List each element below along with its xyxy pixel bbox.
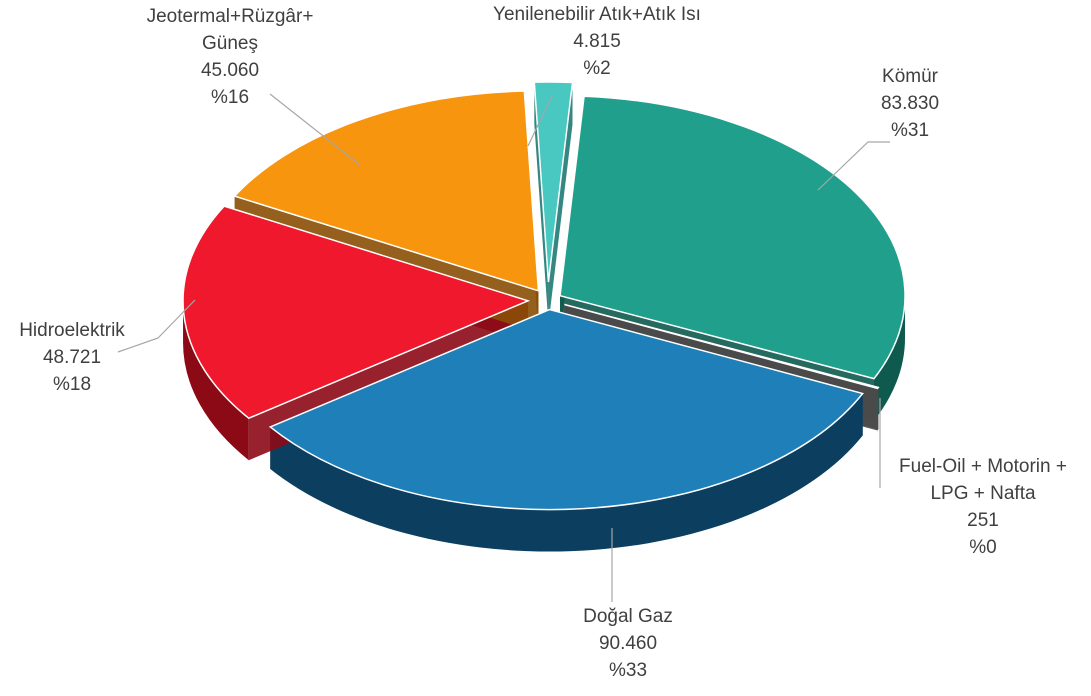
slice-yenilenebilir [533, 81, 574, 283]
slice-jeotermal [233, 90, 540, 292]
slice-fuel-oil [564, 303, 880, 390]
slice-jeotermal-percent-label: %16 [211, 87, 249, 108]
slice-komur [559, 95, 906, 380]
leader-lines-group [117, 93, 890, 602]
slice-dogal-gaz [268, 308, 864, 511]
slice-dogal-gaz-side-wall [270, 393, 863, 552]
slice-hidroelektrik-percent-label: %18 [53, 374, 91, 395]
slice-fuel-oil-name-label: Fuel-Oil + Motorin + [899, 456, 1067, 477]
pie-slices-group [182, 81, 906, 552]
slice-hidroelektrik-value-label: 48.721 [43, 347, 101, 368]
slice-yenilenebilir-leader-line [527, 95, 553, 147]
slice-dogal-gaz-value-label: 90.460 [599, 633, 657, 654]
slice-komur-name-label: Kömür [882, 66, 939, 87]
slice-fuel-oil-percent-label: %0 [969, 537, 996, 558]
slice-yenilenebilir-name-label: Yenilenebilir Atık+Atık Isı [493, 4, 701, 25]
slice-dogal-gaz-name-label: Doğal Gaz [583, 606, 673, 627]
slice-fuel-oil-name-label: LPG + Nafta [930, 483, 1036, 504]
slice-jeotermal-leader-line [269, 93, 361, 166]
slice-hidroelektrik-side-wall [183, 300, 249, 461]
slice-fuel-oil-value-label: 251 [967, 510, 999, 531]
slice-labels-group: Kömür 83.830 %31 Fuel-Oil + Motorin + LPG + … [19, 4, 1067, 681]
slice-yenilenebilir-percent-label: %2 [583, 58, 610, 79]
slice-jeotermal-name-label: Jeotermal+Rüzgâr+ [147, 6, 314, 27]
slice-jeotermal-name-label: Güneş [202, 33, 258, 54]
slice-hidroelektrik-name-label: Hidroelektrik [19, 320, 125, 341]
slice-komur-percent-label: %31 [891, 120, 929, 141]
slice-dogal-gaz-percent-label: %33 [609, 660, 647, 681]
slice-jeotermal-value-label: 45.060 [201, 60, 259, 81]
slice-hidroelektrik [182, 205, 531, 420]
slice-komur-value-label: 83.830 [881, 93, 939, 114]
slice-komur-leader-line [817, 141, 890, 191]
slice-komur-side-wall [873, 295, 906, 421]
slice-hidroelektrik-leader-line [117, 299, 196, 353]
slice-yenilenebilir-cut-face [548, 82, 573, 325]
slice-yenilenebilir-value-label: 4.815 [573, 31, 621, 52]
